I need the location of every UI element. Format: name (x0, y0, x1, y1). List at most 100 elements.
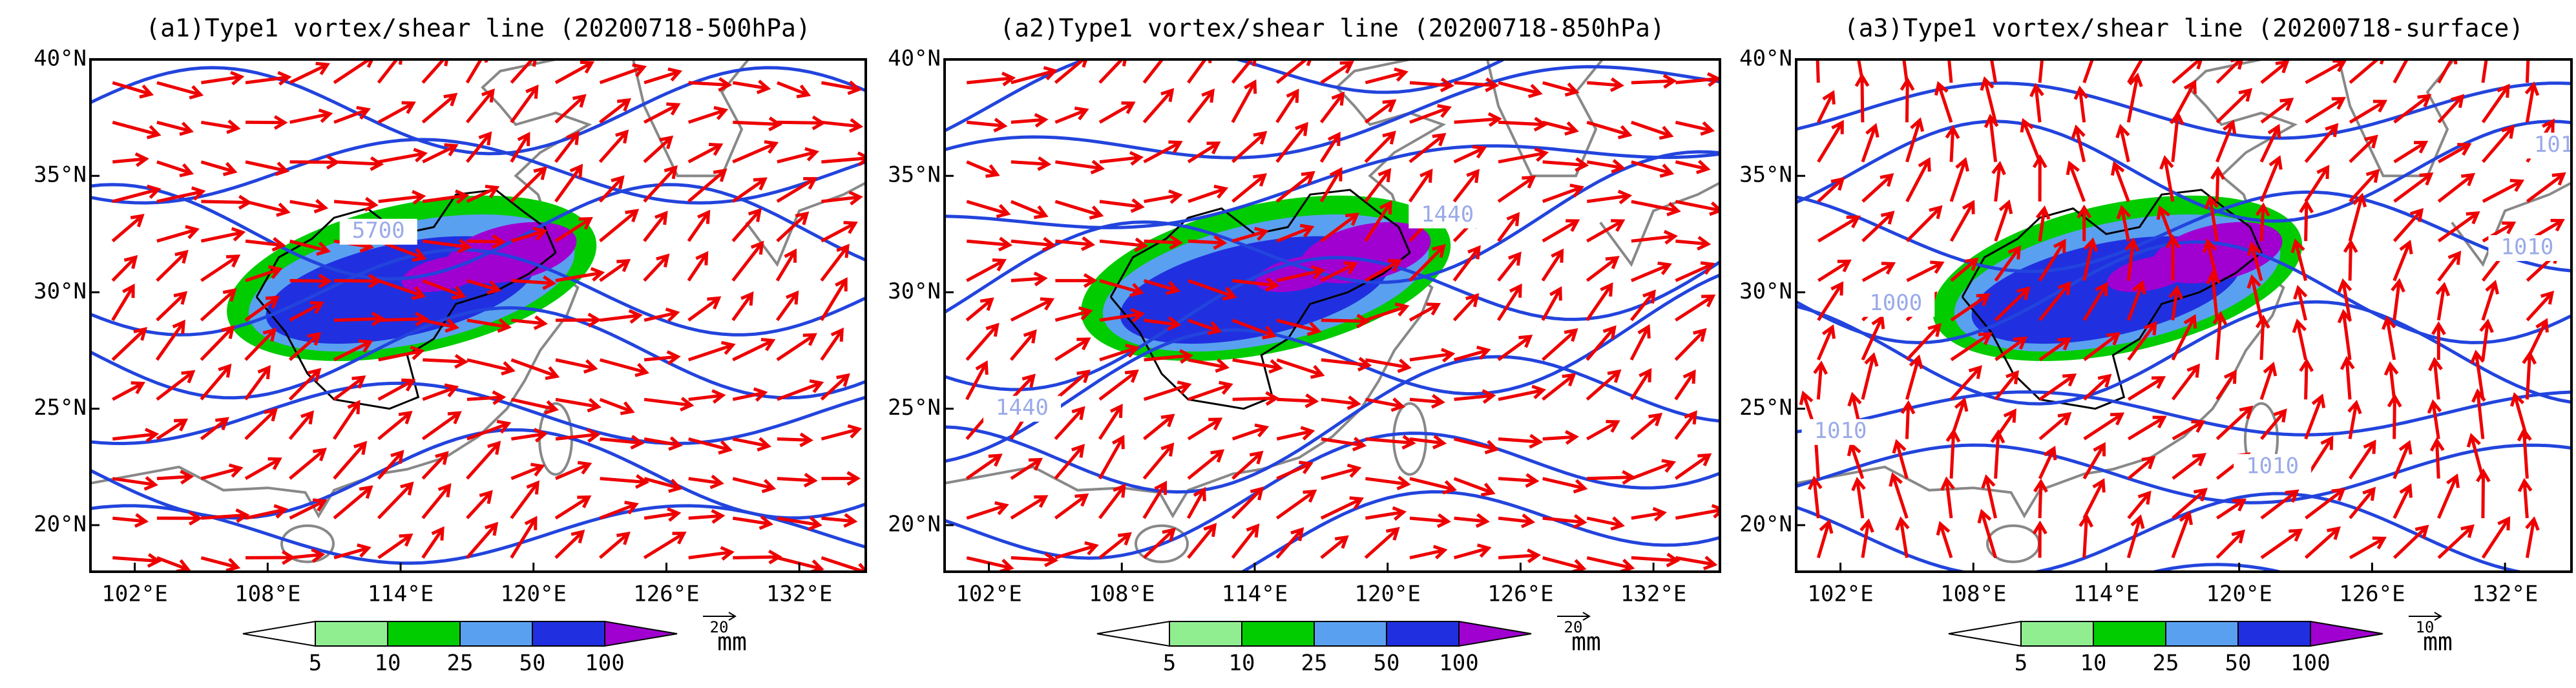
wind-vector (466, 419, 512, 441)
map-panel: 1440 1440 (a2)Type1 vortex/shear line (202… (888, 14, 1721, 676)
label-bg (339, 218, 417, 245)
wind-vector (643, 253, 670, 282)
wind-vector (688, 474, 724, 490)
contour-line (2147, 563, 2287, 572)
wind-vector (1188, 235, 1228, 250)
wind-vector (1453, 543, 1492, 559)
wind-vector (333, 400, 361, 440)
wind-vector (2206, 270, 2221, 320)
wind-vector (2393, 525, 2429, 559)
wind-vector (1409, 78, 1454, 92)
wind-vector (600, 435, 645, 450)
wind-vector (1984, 113, 1999, 162)
wind-vector (1055, 273, 1098, 288)
wind-vector (1276, 265, 1326, 282)
wind-vector (644, 67, 683, 85)
x-tick-label: 132°E (766, 581, 832, 607)
wind-vector (377, 279, 426, 300)
x-tick-label: 114°E (368, 581, 434, 607)
wind-vector (1232, 391, 1280, 406)
wind-vector (776, 81, 812, 99)
wind-vector (289, 498, 328, 520)
wind-vector (1936, 521, 1953, 559)
wind-vector (156, 370, 196, 401)
wind-vector (1542, 81, 1580, 97)
wind-vector (733, 116, 783, 132)
wind-vector (1321, 463, 1362, 481)
wind-vector (465, 88, 495, 123)
wind-vector (2299, 199, 2314, 242)
wind-vector (644, 308, 680, 322)
wind-vector (2437, 59, 2458, 84)
wind-vector (1675, 120, 1715, 136)
wind-vector (245, 200, 291, 217)
colorbar-segment (2020, 621, 2094, 647)
y-tick-label: 35°N (888, 162, 941, 188)
wind-vector (2172, 420, 2206, 441)
wind-vector (2126, 280, 2146, 321)
wind-vector (2479, 318, 2494, 360)
x-tick-label: 120°E (2206, 581, 2272, 607)
contour-line (90, 66, 866, 156)
wind-vector (1320, 261, 1358, 282)
wind-vector (466, 521, 499, 559)
wind-vector (245, 236, 286, 252)
wind-vector (1586, 369, 1622, 401)
wind-vector (2393, 239, 2413, 282)
wind-vector (1861, 314, 1885, 361)
wind-vector (731, 208, 762, 242)
wind-vector (1631, 160, 1675, 178)
wind-vector (2429, 437, 2445, 479)
wind-vector (967, 71, 1016, 87)
wind-vector (2126, 72, 2143, 123)
wind-vector (2522, 350, 2537, 400)
wind-vector (1098, 483, 1126, 519)
wind-vector (2203, 238, 2219, 281)
wind-vector (2038, 445, 2057, 479)
wind-vector (2210, 165, 2225, 202)
wind-vector (510, 397, 560, 415)
panel-title: (a1)Type1 vortex/shear line (20200718-50… (145, 14, 811, 43)
wind-vector (1275, 59, 1312, 84)
wind-vector (1675, 261, 1715, 282)
wind-vector (289, 301, 324, 322)
wind-vector (1054, 406, 1085, 441)
colorbar-segment (2237, 621, 2311, 647)
wind-vector (1187, 141, 1221, 163)
wind-vector (2481, 516, 2511, 559)
reference-label: 20 (710, 618, 729, 636)
wind-vector (688, 437, 733, 455)
wind-vector (2082, 59, 2100, 83)
wind-vector (377, 101, 416, 124)
wind-vector (1276, 461, 1314, 481)
precip-area (1255, 255, 1343, 293)
colorbar-label: 10 (2080, 651, 2107, 676)
wind-vector (1542, 514, 1587, 529)
wind-vector (1995, 336, 2028, 362)
wind-vector (2215, 88, 2253, 124)
wind-vector (2038, 373, 2077, 401)
wind-vector (200, 556, 241, 572)
wind-vector (2215, 59, 2244, 84)
wind-vector (1098, 101, 1136, 124)
y-tick-label: 35°N (1739, 162, 1792, 188)
colorbar-label: 25 (2153, 651, 2179, 676)
wind-vector (1861, 211, 1895, 243)
wind-vector (2246, 274, 2263, 321)
wind-vector (288, 331, 322, 361)
wind-vector (2215, 370, 2237, 401)
contour-label: 1010 (1814, 418, 1867, 444)
wind-vector (821, 80, 862, 96)
wind-vector (1498, 384, 1546, 401)
reference-vector (2409, 612, 2442, 621)
wind-vector (965, 453, 1003, 480)
wind-vector (554, 216, 593, 243)
wind-vector (1945, 125, 1960, 162)
wind-vector (2293, 285, 2308, 321)
wind-vector (1054, 200, 1104, 220)
wind-vector (1452, 245, 1481, 282)
wind-vector (156, 418, 189, 441)
wind-vector (2020, 118, 2042, 163)
contour-line (945, 355, 1720, 494)
wind-vector (1409, 104, 1452, 124)
